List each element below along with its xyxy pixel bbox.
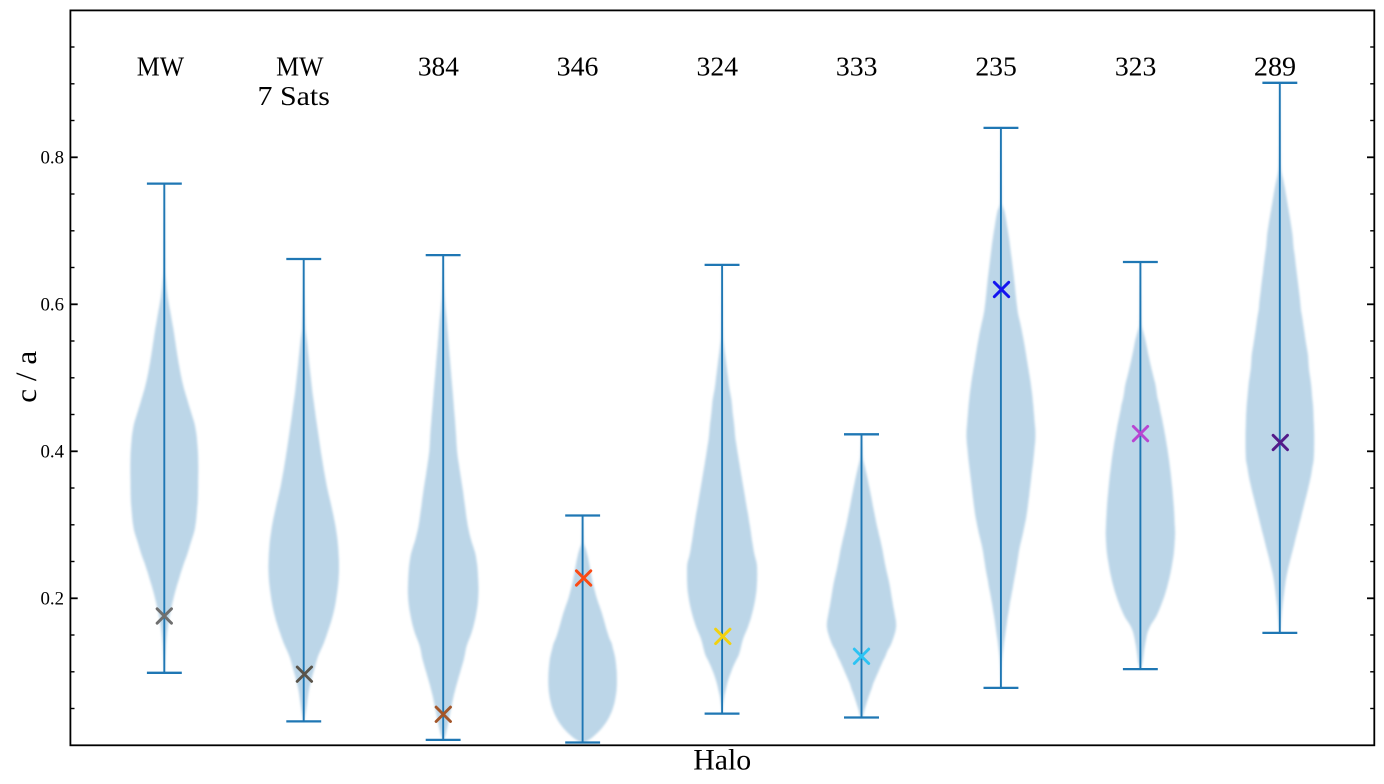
svg-text:MW: MW <box>276 52 324 82</box>
svg-text:289: 289 <box>1254 52 1296 82</box>
svg-text:324: 324 <box>697 52 739 82</box>
svg-text:333: 333 <box>836 52 878 82</box>
svg-text:0.4: 0.4 <box>41 443 65 463</box>
svg-text:384: 384 <box>418 52 459 82</box>
svg-text:235: 235 <box>975 52 1017 82</box>
svg-text:7 Sats: 7 Sats <box>258 81 330 111</box>
svg-text:346: 346 <box>557 52 599 82</box>
svg-text:MW: MW <box>137 52 185 82</box>
svg-text:Halo: Halo <box>693 743 751 776</box>
svg-text:323: 323 <box>1115 52 1157 82</box>
svg-text:0.2: 0.2 <box>41 590 65 610</box>
svg-text:0.6: 0.6 <box>41 296 65 316</box>
svg-text:0.8: 0.8 <box>41 149 65 169</box>
svg-text:c / a: c / a <box>10 351 43 403</box>
